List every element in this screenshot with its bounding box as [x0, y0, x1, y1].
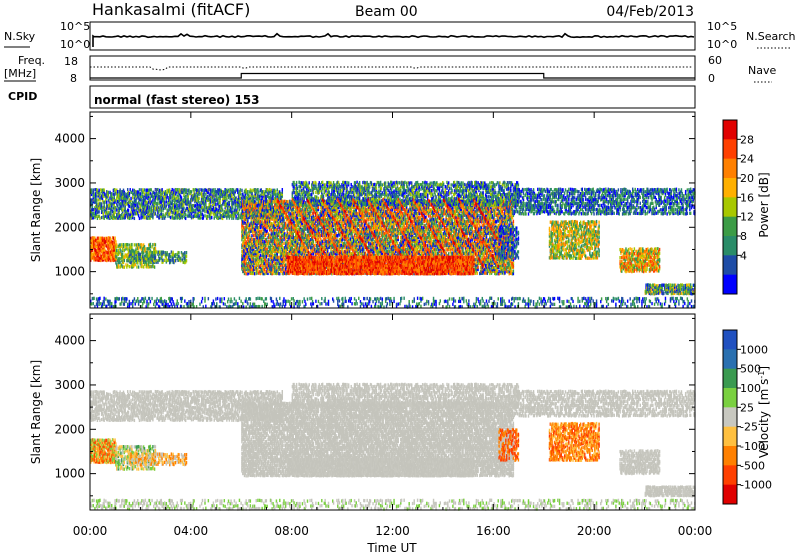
power-cell: [172, 188, 173, 191]
power-cell: [140, 192, 141, 195]
power-cell: [96, 198, 97, 201]
power-cell: [96, 194, 97, 197]
power-cell: [166, 189, 167, 192]
freq-panel: Freq. [MHz] 18 8 60 0 Nave: [4, 54, 776, 85]
power-cell: [128, 209, 129, 212]
power-cell: [114, 188, 115, 191]
noise-left-tick-top: 10^5: [60, 20, 90, 33]
noise-right-tick-bottom: 10^0: [707, 38, 737, 51]
power-cell: [108, 191, 109, 194]
freq-left-tick-bottom: 8: [70, 72, 77, 85]
power-cell: [139, 217, 140, 220]
power-cell: [103, 188, 104, 191]
noise-left-label: N.Sky: [4, 30, 36, 43]
power-cell: [106, 201, 107, 204]
noise-sky-line: [93, 34, 694, 47]
power-cell: [98, 210, 99, 213]
cpid-text: normal (fast stereo) 153: [94, 93, 260, 107]
power-cell: [93, 188, 94, 191]
power-cell: [161, 188, 162, 191]
power-cell: [98, 198, 99, 201]
freq-panel-frame: [90, 56, 695, 80]
beam-title: Beam 00: [355, 4, 418, 20]
noise-left-tick-bottom: 10^0: [60, 38, 90, 51]
power-cell: [132, 196, 133, 199]
power-cell: [129, 192, 130, 195]
summary-plot-svg: Hankasalmi (fitACF) Beam 00 04/Feb/2013 …: [0, 0, 800, 554]
power-cell: [130, 197, 131, 200]
power-cell: [164, 201, 165, 204]
power-cell: [99, 192, 100, 195]
power-cell: [151, 200, 152, 203]
power-cell: [166, 200, 167, 203]
power-cell: [144, 192, 145, 195]
freq-left-tick-top: 18: [64, 55, 78, 68]
noise-right-tick-top: 10^5: [707, 20, 737, 33]
noise-panel: N.Sky 10^5 10^0 10^5 10^0 N.Search: [4, 20, 796, 51]
cpid-panel: CPID normal (fast stereo) 153: [8, 86, 695, 108]
power-cell: [155, 212, 156, 215]
power-cell: [99, 217, 100, 220]
power-heatmap: [90, 181, 696, 309]
power-cell: [103, 212, 104, 215]
freq-right-tick-bottom: 0: [708, 72, 715, 85]
power-cell: [101, 216, 102, 219]
power-cell: [134, 217, 135, 220]
power-cell: [169, 188, 170, 191]
power-cell: [157, 202, 158, 205]
cpid-label: CPID: [8, 90, 37, 103]
date-title: 04/Feb/2013: [606, 4, 694, 20]
power-cell: [111, 192, 112, 195]
power-cell: [151, 188, 152, 191]
power-cell: [161, 210, 162, 213]
power-cell: [132, 188, 133, 191]
power-cell: [124, 192, 125, 195]
power-cell: [91, 188, 92, 191]
power-cell: [144, 188, 145, 191]
power-cell: [117, 190, 118, 193]
power-cell: [139, 188, 140, 191]
freq-label-line1: Freq.: [18, 54, 45, 67]
noise-right-label: N.Search: [746, 30, 796, 43]
power-cell: [149, 206, 150, 209]
power-cell: [101, 202, 102, 205]
nave-label: Nave: [748, 64, 776, 77]
freq-line: [90, 74, 695, 79]
power-cell: [119, 188, 120, 191]
power-cell: [116, 208, 117, 211]
power-cell: [166, 204, 167, 207]
power-cell: [122, 208, 123, 211]
power-cell: [129, 205, 130, 208]
summary-plot: Hankasalmi (fitACF) Beam 00 04/Feb/2013 …: [0, 0, 800, 554]
nave-line: [90, 67, 693, 70]
station-title: Hankasalmi (fitACF): [92, 0, 250, 19]
freq-right-tick-top: 60: [708, 54, 722, 67]
power-cell: [170, 216, 171, 219]
freq-label-line2: [MHz]: [4, 67, 36, 80]
power-cell: [98, 189, 99, 192]
